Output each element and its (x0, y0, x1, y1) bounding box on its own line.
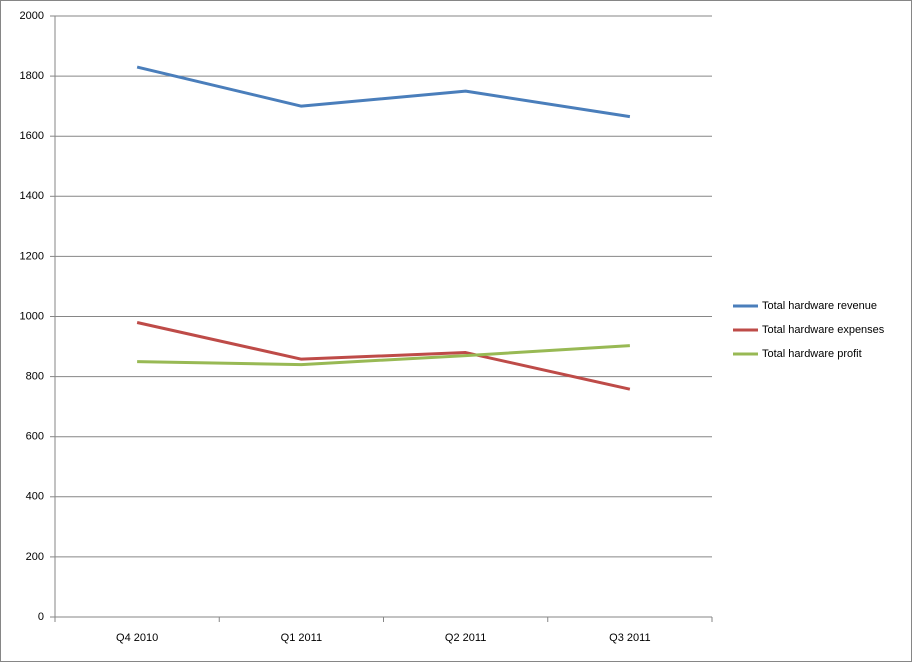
x-tick-label: Q3 2011 (609, 632, 650, 644)
y-tick-label: 200 (26, 551, 44, 563)
x-tick-label: Q4 2010 (116, 632, 158, 644)
y-tick-label: 800 (26, 371, 44, 383)
line-series (136, 65, 631, 119)
line-series (136, 321, 631, 391)
y-tick-label: 1000 (20, 310, 44, 322)
y-tick-label: 1600 (20, 130, 44, 142)
line-series (137, 344, 630, 367)
y-tick-label: 600 (26, 431, 44, 443)
legend-label: Total hardware revenue (762, 300, 877, 312)
y-tick-label: 1800 (20, 70, 44, 82)
legend-label: Total hardware profit (762, 348, 862, 360)
y-tick-label: 1200 (20, 250, 44, 262)
y-tick-label: 2000 (20, 10, 44, 22)
x-tick-label: Q1 2011 (281, 632, 322, 644)
y-tick-label: 400 (26, 491, 44, 503)
y-tick-label: 1400 (20, 190, 44, 202)
x-tick-label: Q2 2011 (445, 632, 486, 644)
y-tick-label: 0 (38, 611, 44, 623)
legend-label: Total hardware expenses (762, 324, 885, 336)
